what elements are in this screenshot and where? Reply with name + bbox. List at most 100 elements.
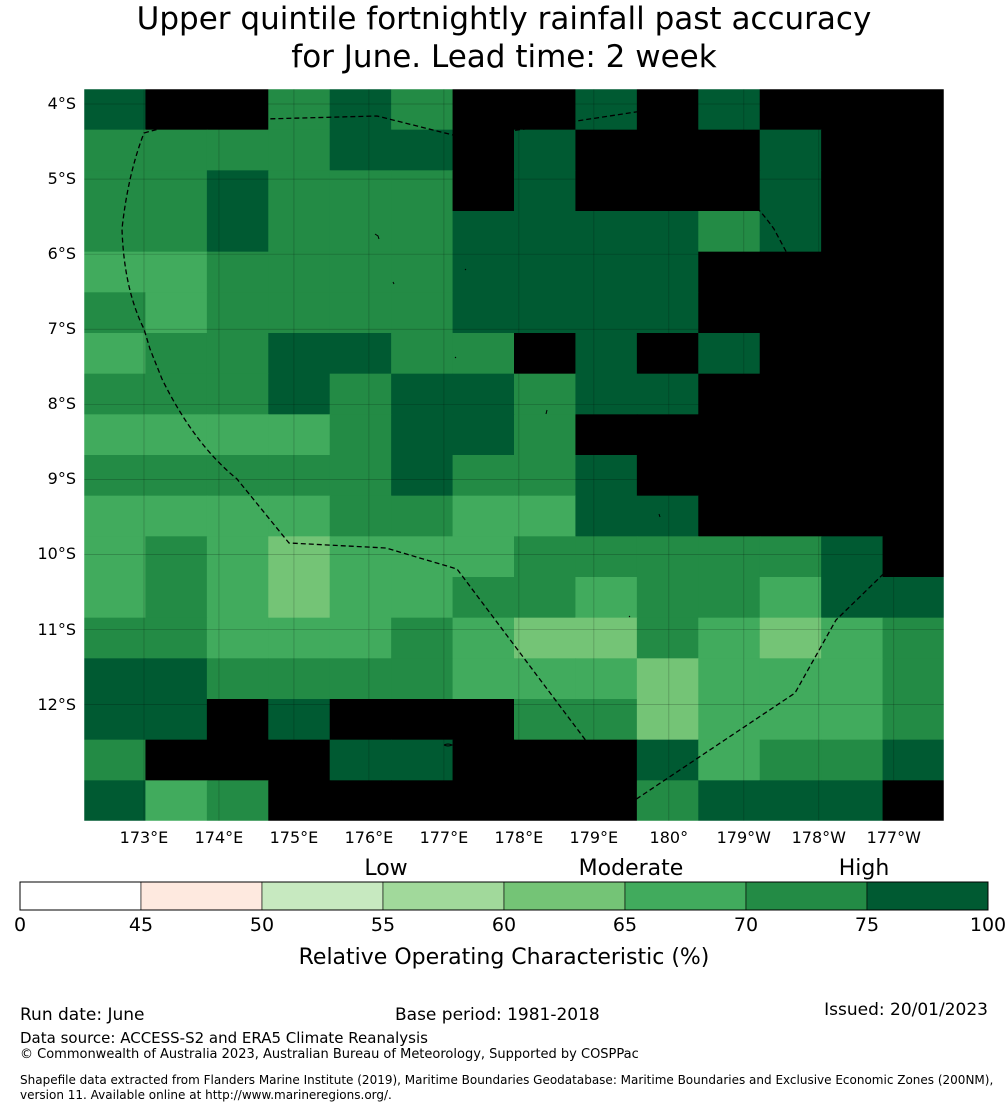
map-cell <box>514 780 577 821</box>
colorbar-band <box>624 881 747 911</box>
map-cell <box>698 89 761 131</box>
map-cell <box>329 739 392 781</box>
map-cell <box>329 89 392 131</box>
map-cell <box>145 495 208 537</box>
map-cell <box>636 780 699 821</box>
map-cell <box>514 251 577 293</box>
map-cell <box>329 780 392 821</box>
map-cell <box>575 699 638 741</box>
map-gridlines <box>84 89 944 821</box>
map-cell <box>759 251 822 293</box>
map-cell <box>84 333 147 375</box>
latitude-label: 10°S <box>37 544 76 564</box>
map-cell <box>268 699 331 741</box>
map-cell <box>268 414 331 456</box>
map-cell <box>329 211 392 253</box>
map-cell <box>514 455 577 497</box>
map-cell <box>882 251 944 293</box>
map-cell <box>329 495 392 537</box>
map-cell <box>759 129 822 171</box>
map-cell <box>391 536 454 578</box>
map-cell <box>329 699 392 741</box>
map-cell <box>145 89 208 131</box>
map-cell <box>84 211 147 253</box>
map-cell <box>145 129 208 171</box>
map-cell <box>759 739 822 781</box>
map-cell <box>329 414 392 456</box>
map-cell <box>575 251 638 293</box>
map-cell <box>145 251 208 293</box>
map-cell <box>84 577 147 619</box>
map-cell <box>636 292 699 334</box>
map-cell <box>698 658 761 700</box>
colorbar-tick-label: 60 <box>491 914 517 936</box>
map-cell <box>575 455 638 497</box>
map-cell <box>84 536 147 578</box>
map-cell <box>145 739 208 781</box>
map-cell <box>84 89 147 131</box>
issued-date: Issued: 20/01/2023 <box>824 1000 988 1020</box>
longitude-label: 179°E <box>569 828 619 847</box>
map-cell <box>268 658 331 700</box>
map-cell <box>575 536 638 578</box>
map-cell <box>821 495 884 537</box>
map-cell <box>759 536 822 578</box>
map-cell <box>206 699 269 741</box>
longitude-label: 176°E <box>344 828 394 847</box>
map-cell <box>821 455 884 497</box>
map-cell <box>575 658 638 700</box>
map-cell <box>452 211 515 253</box>
map-cell <box>514 89 577 131</box>
map-cell <box>329 373 392 415</box>
map-cell <box>206 455 269 497</box>
map-cell <box>636 170 699 212</box>
map-cell <box>145 617 208 659</box>
map-cell <box>268 89 331 131</box>
map-cell <box>636 617 699 659</box>
map-cell <box>206 739 269 781</box>
map-cell <box>329 658 392 700</box>
map-cell <box>84 414 147 456</box>
map-cell <box>145 211 208 253</box>
map-cell <box>268 211 331 253</box>
map-cell <box>636 658 699 700</box>
map-cell <box>145 414 208 456</box>
map-cell <box>206 333 269 375</box>
map-cell <box>882 617 944 659</box>
map-cell <box>821 129 884 171</box>
map-cell <box>206 292 269 334</box>
map-cell <box>452 251 515 293</box>
map-cell <box>636 373 699 415</box>
map-cell <box>268 495 331 537</box>
map-cell <box>821 658 884 700</box>
map-cell <box>452 617 515 659</box>
map-cell <box>452 170 515 212</box>
map-cell <box>759 170 822 212</box>
map-cell <box>268 373 331 415</box>
map-cell <box>329 577 392 619</box>
map-cells <box>84 89 944 821</box>
colorbar-band <box>866 881 989 911</box>
map-cell <box>84 739 147 781</box>
shapefile-credit-line-2: version 11. Available online at http://w… <box>20 1088 392 1102</box>
map-cell <box>636 89 699 131</box>
map-cell <box>84 251 147 293</box>
map-cell <box>391 292 454 334</box>
map-cell <box>636 739 699 781</box>
map-cell <box>391 739 454 781</box>
map-cell <box>821 89 884 131</box>
map-cell <box>821 536 884 578</box>
map-cell <box>821 577 884 619</box>
map-cell <box>882 455 944 497</box>
map-cell <box>575 780 638 821</box>
colorbar-tick-label: 100 <box>969 914 1007 936</box>
map-cell <box>636 699 699 741</box>
latitude-label: 9°S <box>47 469 76 489</box>
latitude-label: 11°S <box>37 619 76 639</box>
map-cell <box>206 89 269 131</box>
colorbar-tick-label: 75 <box>854 914 880 936</box>
accuracy-map <box>84 89 944 821</box>
map-cell <box>452 89 515 131</box>
map-cell <box>882 536 944 578</box>
map-cell <box>698 333 761 375</box>
